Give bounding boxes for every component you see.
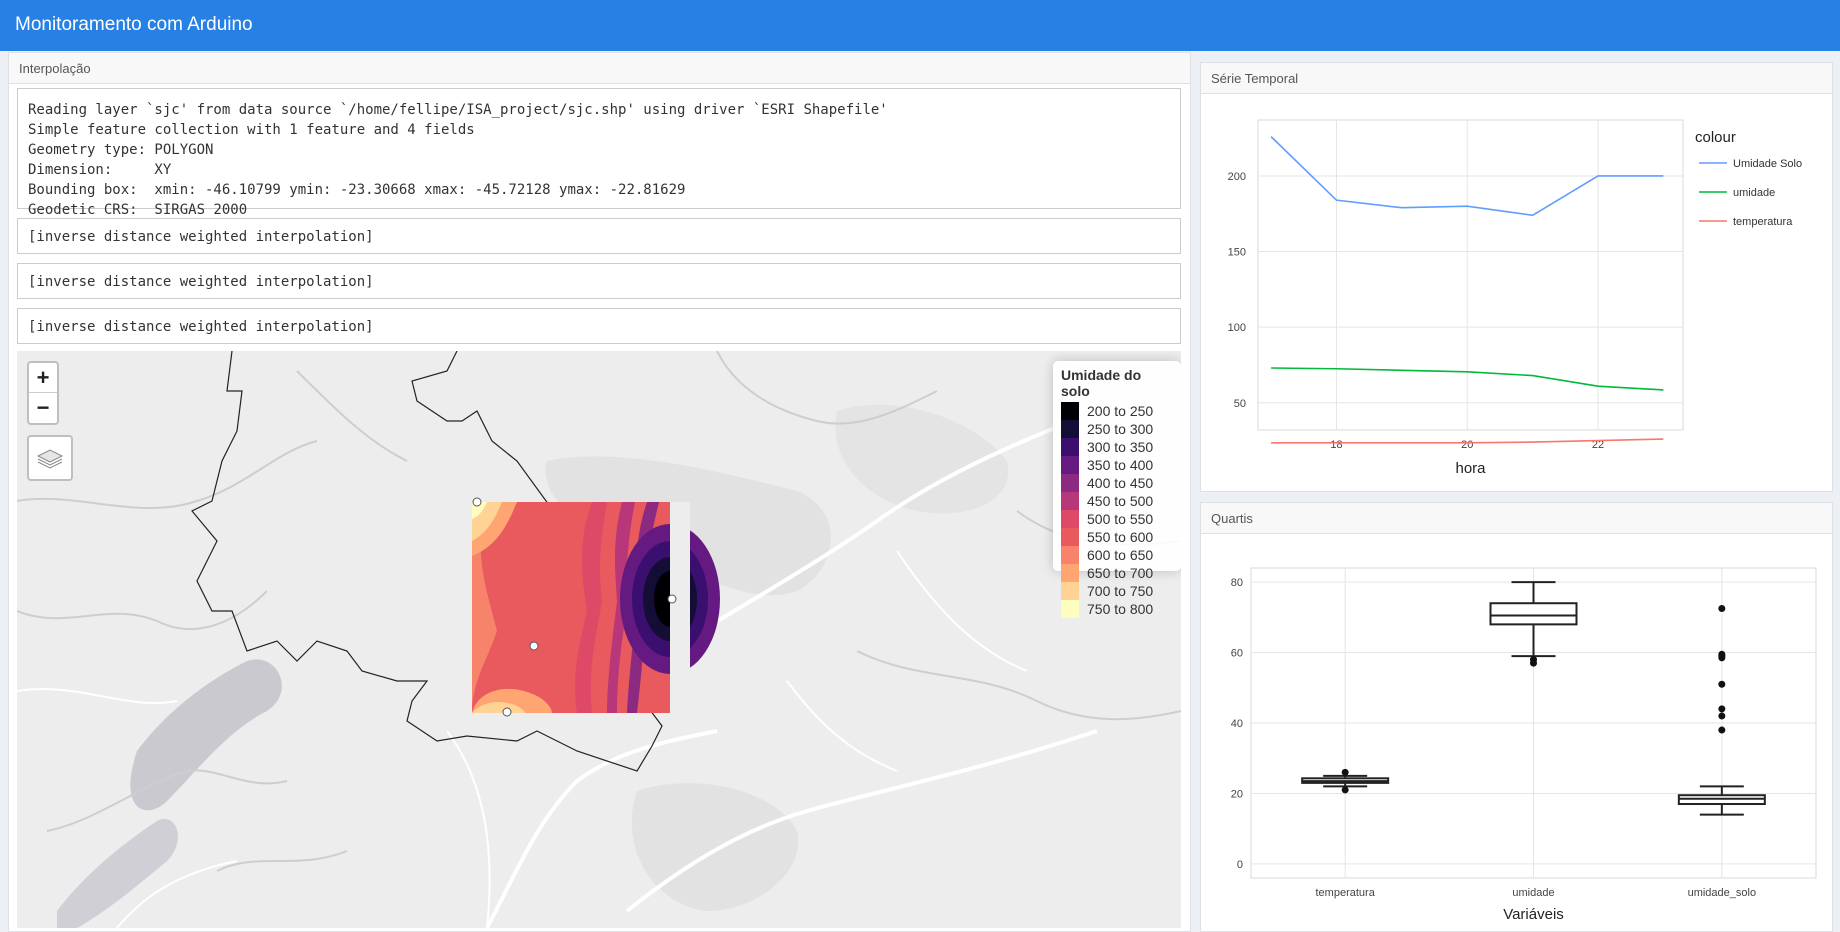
- idw-output-2: [inverse distance weighted interpolation…: [17, 263, 1181, 299]
- x-tick-label: temperatura: [1316, 887, 1376, 899]
- sensor-point[interactable]: [529, 641, 539, 651]
- legend-label: 200 to 250: [1087, 403, 1154, 419]
- legend-swatch: [1061, 492, 1079, 510]
- x-tick-label: umidade_solo: [1688, 887, 1757, 899]
- legend-label: 600 to 650: [1087, 547, 1154, 563]
- series-line: [1271, 438, 1664, 444]
- legend-label: 700 to 750: [1087, 583, 1154, 599]
- time-series-panel-title: Série Temporal: [1201, 63, 1832, 94]
- y-tick-label: 0: [1237, 859, 1243, 871]
- sensor-point[interactable]: [472, 497, 482, 507]
- legend-label: 500 to 550: [1087, 511, 1154, 527]
- layers-icon: [36, 449, 64, 469]
- y-tick-label: 20: [1231, 788, 1243, 800]
- idw-output-3: [inverse distance weighted interpolation…: [17, 308, 1181, 344]
- legend-label: 350 to 400: [1087, 457, 1154, 473]
- legend-swatch: [1061, 510, 1079, 528]
- x-tick-label: umidade: [1512, 887, 1554, 899]
- y-tick-label: 150: [1228, 247, 1246, 259]
- y-tick-label: 100: [1228, 322, 1246, 334]
- legend-swatch: [1061, 528, 1079, 546]
- quartiles-panel: Quartis 0 20 40 60 80 temperatura umidade umida…: [1200, 502, 1833, 932]
- legend-item: 300 to 350: [1061, 438, 1173, 456]
- legend-label: umidade: [1733, 187, 1775, 199]
- legend-item: 200 to 250: [1061, 402, 1173, 420]
- legend-label: 650 to 700: [1087, 565, 1154, 581]
- sensor-point[interactable]: [502, 707, 512, 717]
- x-axis-label: Variáveis: [1503, 906, 1564, 923]
- quartiles-panel-title: Quartis: [1201, 503, 1832, 534]
- layers-control-button[interactable]: [27, 435, 73, 481]
- plot-area: [1257, 119, 1684, 431]
- y-tick-label: 200: [1228, 171, 1246, 183]
- legend-swatch: [1061, 564, 1079, 582]
- legend-item: 550 to 600: [1061, 528, 1173, 546]
- legend-label: temperatura: [1733, 216, 1793, 228]
- time-series-chart: 18 20 22 50 100 150 200 Umidade Solo umidade temp…: [1228, 119, 1802, 477]
- outlier-point: [1530, 659, 1537, 667]
- legend-label: 750 to 800: [1087, 601, 1154, 617]
- legend-item: 250 to 300: [1061, 420, 1173, 438]
- legend-item: 650 to 700: [1061, 564, 1173, 582]
- idw-output-1: [inverse distance weighted interpolation…: [17, 218, 1181, 254]
- legend-item: 700 to 750: [1061, 582, 1173, 600]
- legend-label: Umidade Solo: [1733, 158, 1802, 170]
- legend-label: 300 to 350: [1087, 439, 1154, 455]
- outlier-point: [1341, 786, 1349, 794]
- legend-swatch: [1061, 600, 1079, 618]
- legend-swatch: [1061, 402, 1079, 420]
- legend-swatch: [1061, 420, 1079, 438]
- interpolation-panel-title: Interpolação: [9, 53, 1190, 84]
- legend-label: 250 to 300: [1087, 421, 1154, 437]
- app-header: Monitoramento com Arduino: [0, 0, 1840, 51]
- legend-item: 500 to 550: [1061, 510, 1173, 528]
- series-line: [1270, 136, 1664, 217]
- app-title: Monitoramento com Arduino: [15, 14, 253, 35]
- boxplot-chart: 0 20 40 60 80 temperatura umidade umidade_solo V…: [1231, 567, 1817, 923]
- legend-label: 550 to 600: [1087, 529, 1154, 545]
- idw-raster: [472, 502, 720, 713]
- legend-label: 400 to 450: [1087, 475, 1154, 491]
- outlier-point: [1341, 768, 1349, 776]
- outlier-point: [1718, 705, 1726, 713]
- legend-item: 750 to 800: [1061, 600, 1173, 618]
- outlier-point: [1718, 712, 1726, 720]
- zoom-out-button[interactable]: −: [36, 395, 50, 420]
- legend-swatch: [1061, 546, 1079, 564]
- legend-swatch: [1061, 582, 1079, 600]
- zoom-in-button[interactable]: +: [29, 363, 57, 393]
- outlier-point: [1718, 680, 1726, 688]
- outlier-point: [1718, 654, 1726, 662]
- x-tick-label: 20: [1461, 439, 1473, 451]
- legend-label: 450 to 500: [1087, 493, 1154, 509]
- outlier-point: [1718, 726, 1726, 734]
- legend-title: colour: [1695, 129, 1736, 146]
- x-tick-label: 22: [1592, 439, 1604, 451]
- y-tick-label: 40: [1231, 718, 1243, 730]
- legend-swatch: [1061, 474, 1079, 492]
- y-tick-label: 60: [1231, 648, 1243, 660]
- legend-item: 350 to 400: [1061, 456, 1173, 474]
- legend-swatch: [1061, 438, 1079, 456]
- legend-item: 600 to 650: [1061, 546, 1173, 564]
- map-legend: Umidade do solo 200 to 250 250 to 300 300 …: [1053, 361, 1181, 618]
- time-series-panel: Série Temporal 18 20 22 50 100 150 200 Umidade …: [1200, 62, 1833, 492]
- legend-item: 450 to 500: [1061, 492, 1173, 510]
- interpolation-panel: Interpolação Reading layer `sjc' from da…: [8, 52, 1191, 932]
- legend-swatch: [1061, 456, 1079, 474]
- map-legend-title: Umidade do solo: [1061, 367, 1142, 399]
- map-basemap: [17, 351, 1181, 928]
- leaflet-map[interactable]: + − Umidade do solo 200 to 250 250 to 300…: [17, 351, 1181, 928]
- x-axis-label: hora: [1455, 460, 1486, 477]
- x-tick-label: 18: [1330, 439, 1342, 451]
- y-tick-label: 80: [1231, 577, 1243, 589]
- box: [1489, 602, 1578, 626]
- shapefile-output: Reading layer `sjc' from data source `/h…: [17, 88, 1181, 218]
- sensor-point[interactable]: [667, 594, 677, 604]
- y-tick-label: 50: [1234, 398, 1246, 410]
- zoom-control: + −: [27, 361, 59, 425]
- series-line: [1271, 367, 1664, 391]
- legend-item: 400 to 450: [1061, 474, 1173, 492]
- outlier-point: [1718, 605, 1726, 613]
